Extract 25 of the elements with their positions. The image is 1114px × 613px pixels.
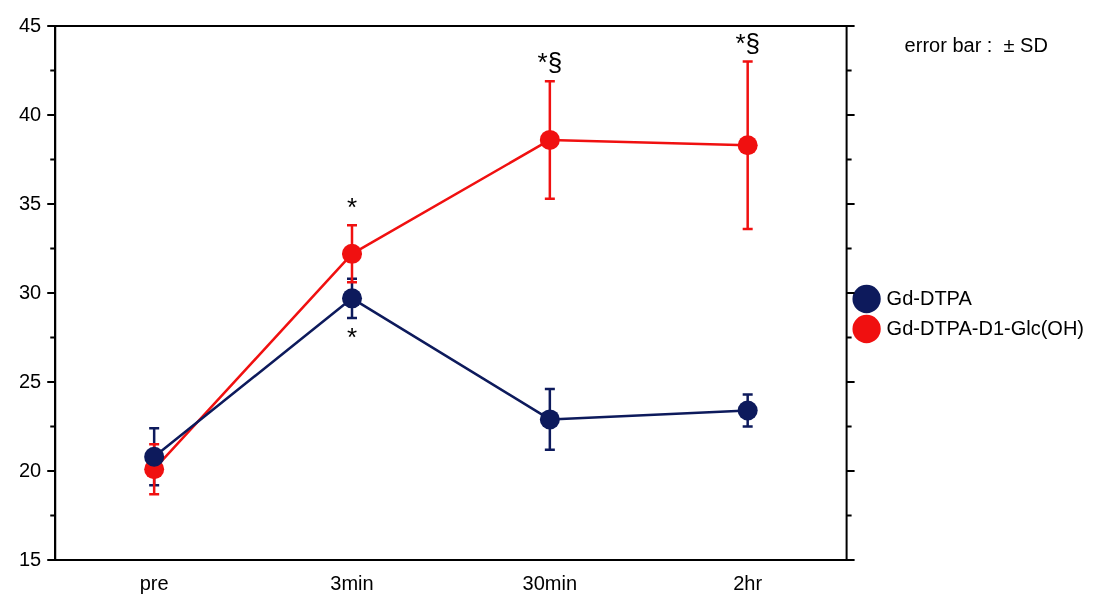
- point: [539, 409, 560, 430]
- y-tick-label: 45: [19, 13, 42, 36]
- point: [342, 288, 362, 309]
- text: error bar : ± SD: [904, 33, 1048, 56]
- y-tick-label: 35: [19, 191, 42, 214]
- point: [144, 446, 165, 467]
- annotation: *: [346, 322, 358, 353]
- y-tick-label: 15: [19, 547, 42, 570]
- point: [737, 400, 758, 421]
- y-tick-label: 30: [19, 280, 42, 303]
- y-tick-label: 25: [19, 369, 42, 392]
- y-tick-label: 20: [19, 458, 42, 481]
- x-tick-label: 3min: [330, 571, 374, 594]
- annotation: *: [346, 191, 358, 222]
- y-tick-label: 40: [19, 102, 42, 125]
- legend-label: Gd-DTPA: [886, 286, 973, 309]
- x-tick-label: 2hr: [733, 571, 763, 594]
- point: [539, 129, 560, 150]
- x-tick-label: 30min: [522, 571, 578, 594]
- x-tick-label: pre: [139, 571, 169, 594]
- annotation: *§: [537, 47, 563, 78]
- annotation: *§: [735, 27, 760, 58]
- point: [342, 243, 362, 264]
- point: [737, 135, 758, 156]
- legend-label: Gd-DTPA-D1-Glc(OH): [886, 316, 1084, 339]
